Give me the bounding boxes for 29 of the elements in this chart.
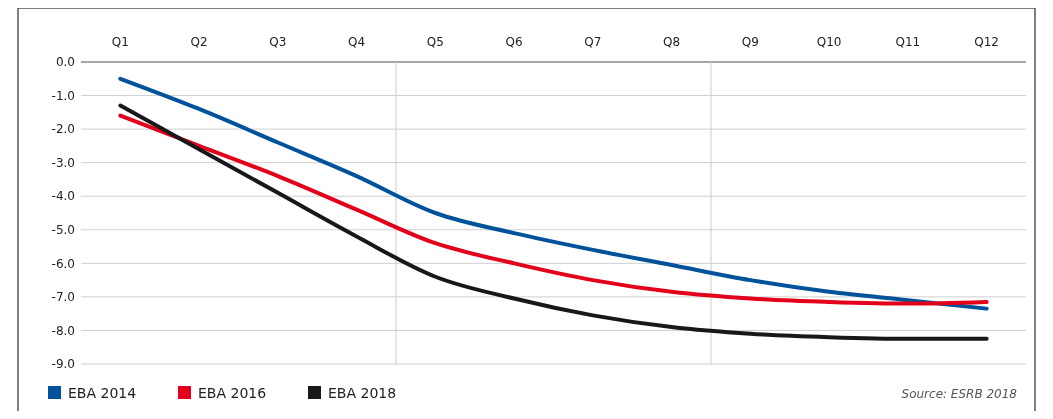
y-tick-label: -8.0 [51,323,75,338]
line-series [118,76,989,311]
x-tick-label: Q4 [348,35,366,49]
x-tick-label: Q7 [584,35,602,49]
y-tick-label: -5.0 [51,222,75,237]
x-tick-label: Q1 [111,35,129,49]
x-tick-label: Q10 [816,35,842,49]
x-tick-label: Q2 [190,35,208,49]
x-tick-label: Q6 [505,35,523,49]
y-tick-label: -9.0 [51,357,75,372]
y-tick-label: -1.0 [51,88,75,103]
x-tick-label: Q3 [269,35,287,49]
x-tick-label: Q12 [974,35,999,49]
legend-label: EBA 2014 [68,385,137,401]
x-tick-label: Q11 [895,35,921,49]
legend-label: EBA 2018 [328,385,397,401]
y-tick-label: -7.0 [51,290,75,305]
x-tick-label: Q9 [741,35,759,49]
y-tick-label: -4.0 [51,189,75,204]
line-series [118,103,989,341]
x-tick-label: Q8 [663,35,681,49]
legend-label: EBA 2016 [198,385,267,401]
x-tick-label: Q5 [426,35,444,49]
source-note: Source: ESRB 2018 [901,387,1018,401]
line-series [118,113,989,306]
y-tick-label: 0.0 [55,55,75,70]
y-tick-label: -2.0 [51,122,75,137]
y-tick-label: -6.0 [51,256,75,271]
y-tick-label: -3.0 [51,155,75,170]
